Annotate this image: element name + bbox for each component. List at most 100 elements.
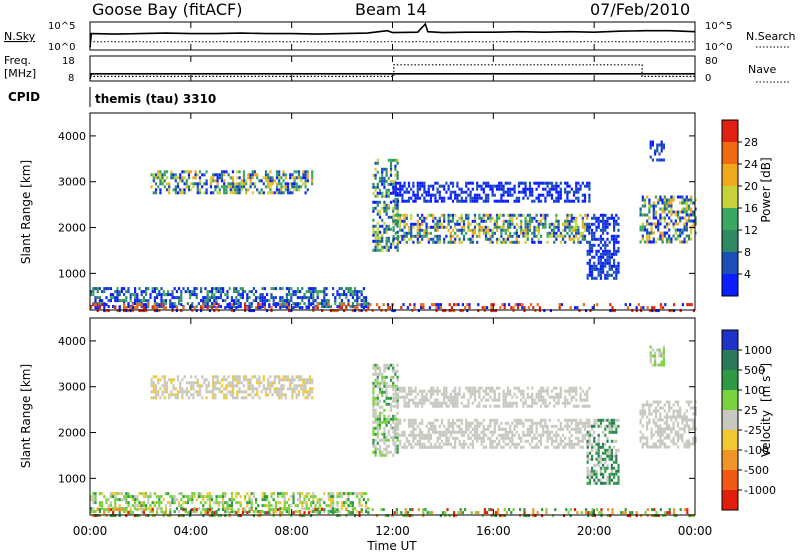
heatmap-cell [577,181,580,185]
heatmap-cell [173,302,176,306]
heatmap-cell [502,213,505,217]
heatmap-cell [103,495,106,499]
heatmap-cell [583,392,587,396]
heatmap-cell [206,302,209,306]
heatmap-cell [401,184,404,188]
heatmap-cell [410,398,413,402]
heatmap-cell [438,445,441,449]
heatmap-cell [227,384,230,388]
heatmap-cell [586,225,589,229]
heatmap-cell [447,421,450,425]
heatmap-cell [136,495,139,499]
heatmap-cell [513,392,516,396]
heatmap-cell [694,436,697,440]
heatmap-cell [365,492,368,496]
heatmap-cell [409,303,412,307]
heatmap-cell [579,427,582,431]
heatmap-cell [396,447,399,451]
heatmap-cell [668,409,671,413]
heatmap-cell [385,167,388,171]
power-ylabel: Slant Range [km] [19,160,33,264]
heatmap-cell [230,504,233,508]
heatmap-cell [233,305,236,309]
heatmap-cell [396,170,399,174]
heatmap-cell [597,243,600,247]
heatmap-cell [429,196,433,200]
heatmap-cell [372,227,375,231]
heatmap-cell [316,303,319,307]
heatmap-cell [473,389,477,393]
heatmap-cell [668,234,671,238]
heatmap-cell [403,386,406,390]
heatmap-cell [362,498,365,502]
heatmap-cell [190,393,193,397]
heatmap-cell [376,245,379,249]
heatmap-cell [392,442,395,446]
heatmap-cell [385,447,388,451]
heatmap-cell [270,287,273,291]
heatmap-cell [98,492,101,496]
heatmap-cell [606,454,609,458]
heatmap-cell [495,222,499,226]
heatmap-cell [152,381,155,385]
heatmap-cell [564,234,567,238]
heatmap-cell [586,252,589,256]
heatmap-cell [577,196,580,200]
heatmap-cell [591,466,594,470]
heatmap-cell [659,436,662,440]
heatmap-cell [610,264,613,268]
heatmap-cell [162,293,165,297]
heatmap-cell [167,501,170,505]
heatmap-cell [690,418,693,422]
heatmap-cell [655,309,658,313]
heatmap-cell [611,309,614,313]
heatmap-cell [548,395,551,399]
heatmap-cell [385,206,388,210]
heatmap-cell [290,504,293,508]
heatmap-cell [252,495,255,499]
heatmap-cell [559,386,562,390]
heatmap-cell [267,384,270,388]
heatmap-cell [281,507,284,511]
heatmap-cell [658,354,661,358]
colorbar-segment [722,120,738,142]
heatmap-cell [293,179,296,183]
heatmap-cell [208,309,211,313]
heatmap-cell [450,309,453,313]
heatmap-cell [282,179,285,183]
heatmap-cell [520,228,523,232]
heatmap-cell [383,432,386,436]
heatmap-cell [504,392,507,396]
heatmap-cell [374,399,377,403]
heatmap-cell [542,386,545,390]
heatmap-cell [575,225,578,229]
heatmap-cell [242,384,246,388]
heatmap-cell [345,287,348,291]
heatmap-cell [648,231,651,235]
heatmap-cell [230,510,233,514]
heatmap-cell [445,392,448,396]
heatmap-cell [213,299,216,303]
heatmap-cell [548,436,551,440]
heatmap-cell [385,393,388,397]
heatmap-cell [502,427,505,431]
heatmap-cell [385,239,388,243]
heatmap-cell [687,204,691,208]
heatmap-cell [160,303,163,307]
heatmap-cell [412,181,415,185]
heatmap-cell [533,433,536,437]
heatmap-cell [153,290,156,294]
heatmap-cell [410,237,413,241]
heatmap-cell [615,240,618,244]
heatmap-cell [494,309,497,313]
heatmap-cell [690,442,693,446]
heatmap-cell [403,190,406,194]
heatmap-cell [396,369,399,373]
heatmap-cell [537,181,540,185]
heatmap-cell [96,514,99,518]
heatmap-cell [180,309,183,313]
heatmap-cell [581,445,584,449]
heatmap-cell [555,190,558,194]
heatmap-cell [447,439,450,443]
heatmap-cell [609,303,612,307]
